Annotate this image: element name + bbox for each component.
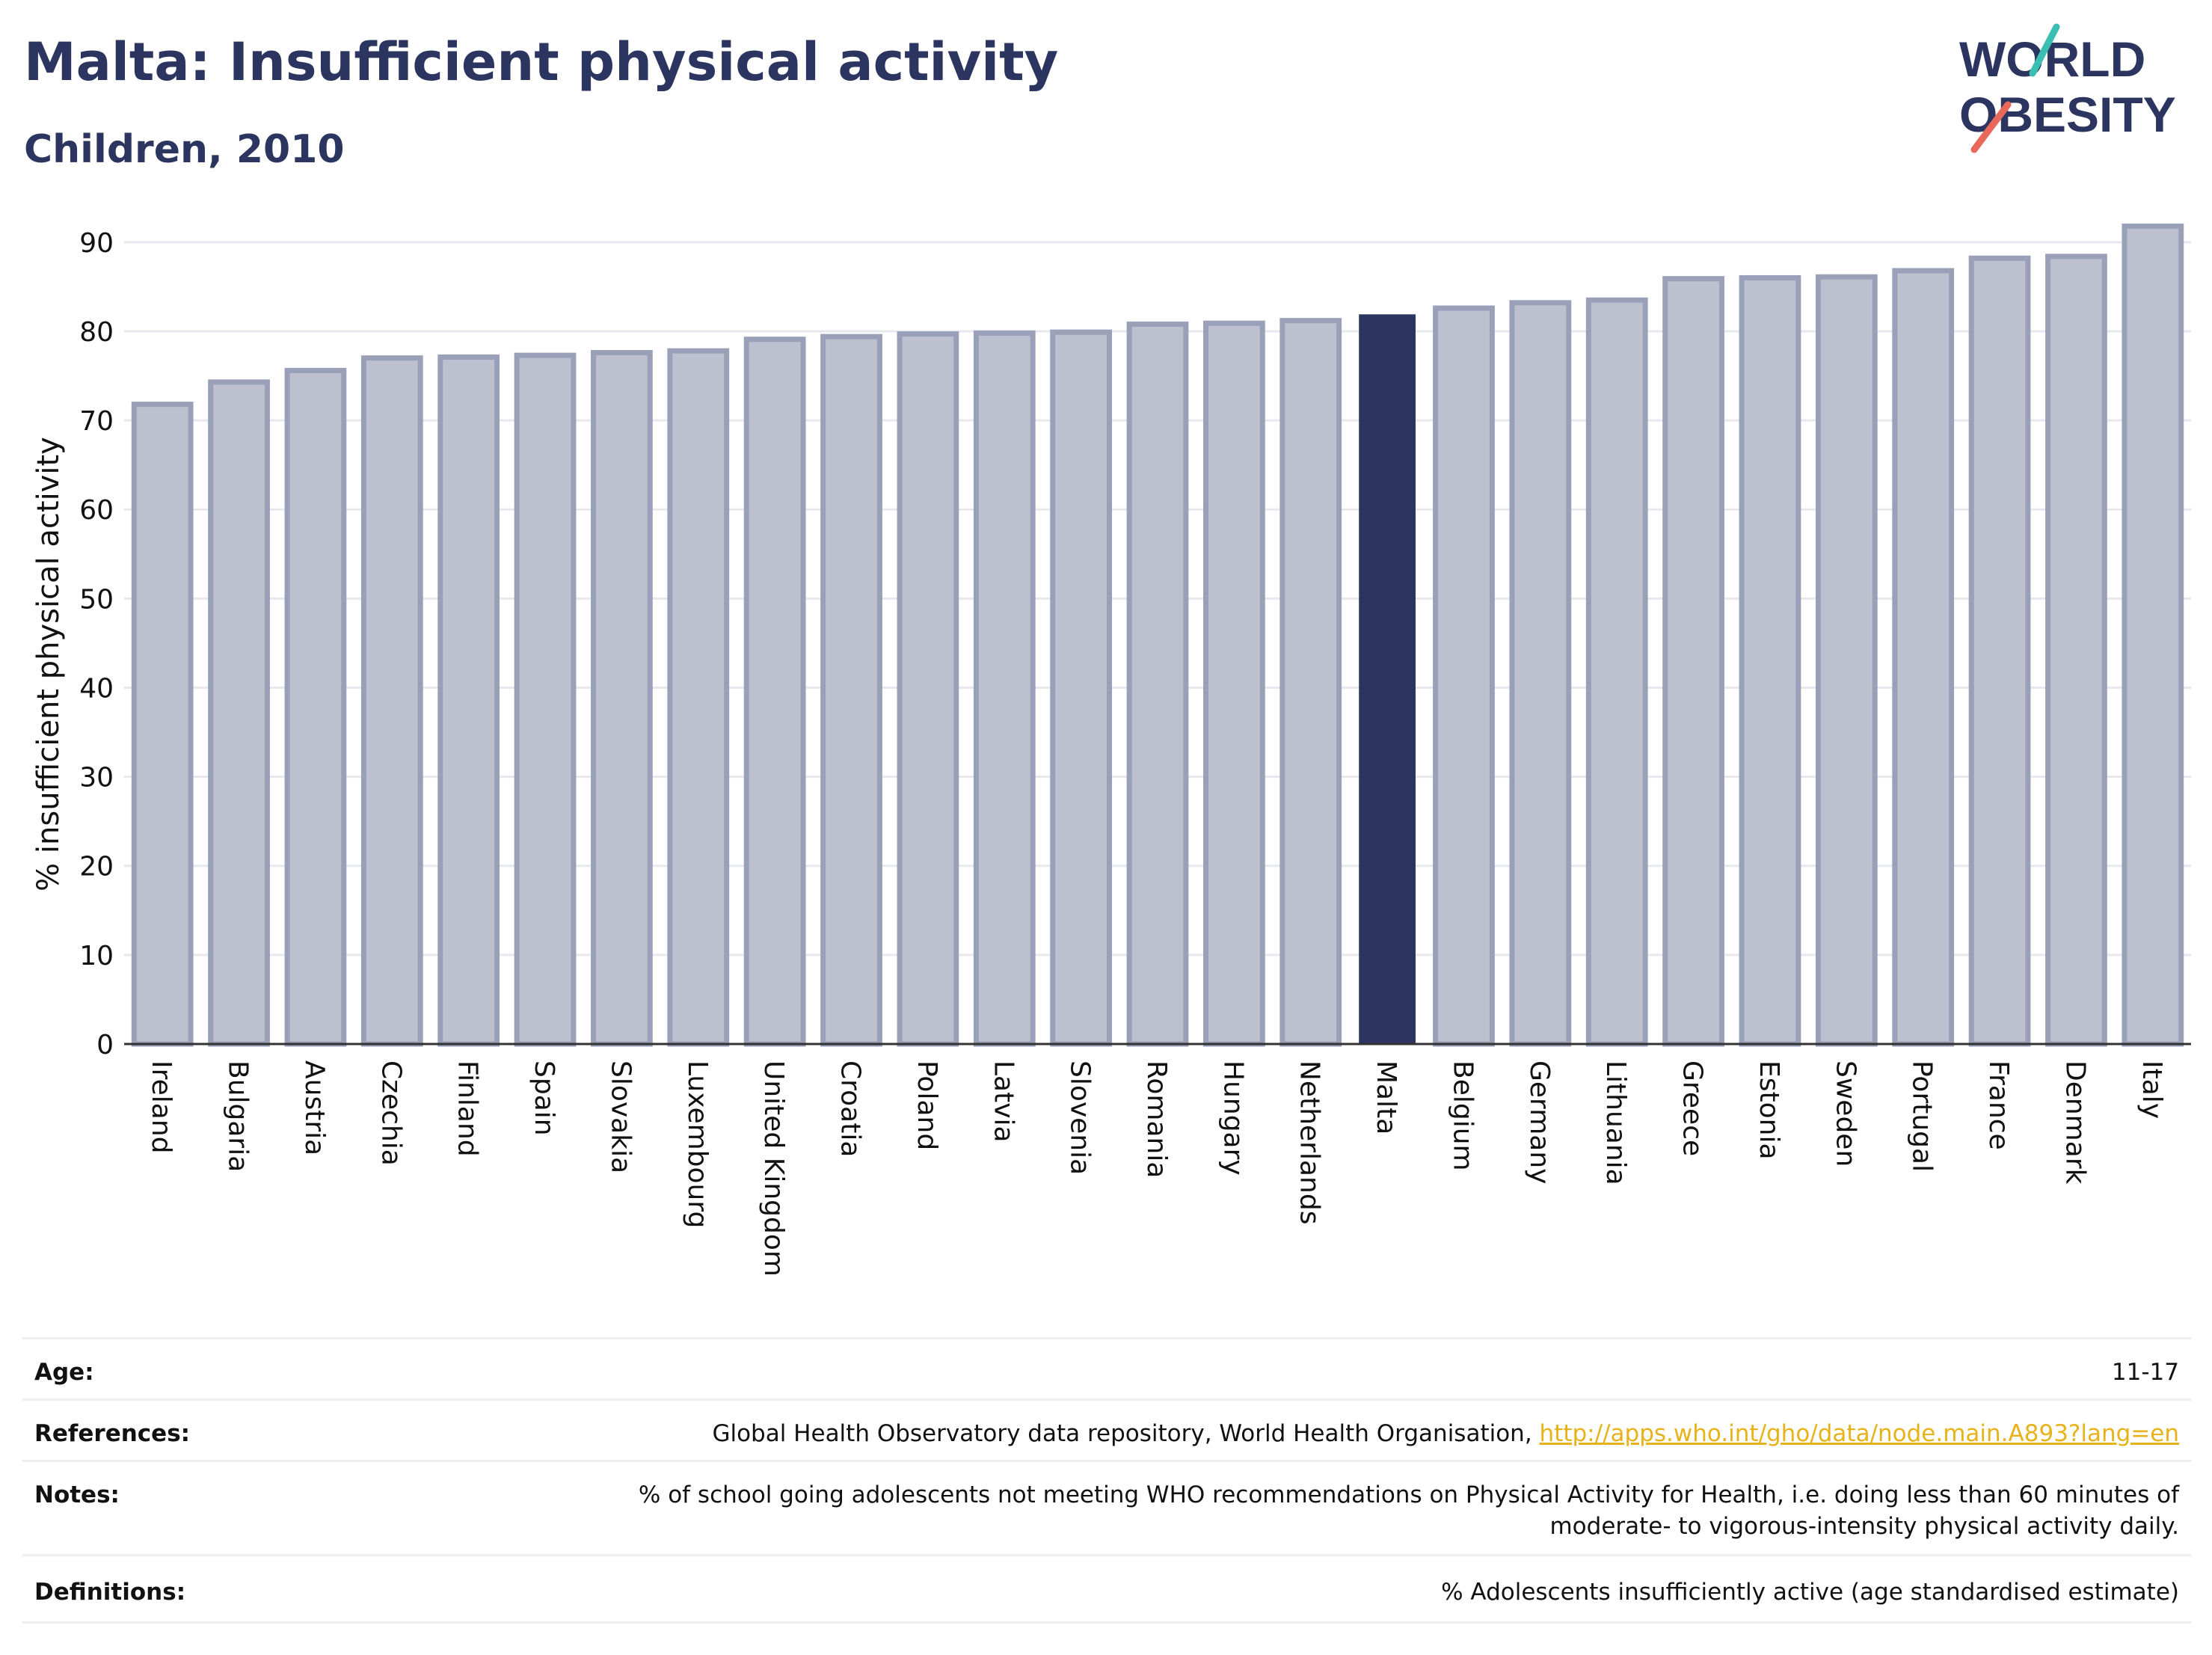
y-axis-ticks: 0 10 20 30 40 50 60 70 80 90: [79, 228, 114, 1060]
x-tick-label: United Kingdom: [758, 1060, 789, 1277]
meta-row-references: References: Global Health Observatory da…: [22, 1398, 2191, 1461]
bar-hungary: [1202, 320, 1265, 1047]
y-tick-label: 60: [79, 495, 114, 526]
bar-austria: [284, 367, 347, 1047]
bar-portugal: [1892, 268, 1955, 1047]
meta-bottom-divider: [22, 1621, 2191, 1624]
x-tick-label: Estonia: [1754, 1060, 1784, 1160]
x-tick-label: Croatia: [835, 1060, 866, 1157]
references-text: Global Health Observatory data repositor…: [712, 1420, 1540, 1447]
x-tick-label: Portugal: [1907, 1060, 1938, 1172]
y-tick-label: 30: [79, 763, 114, 793]
x-tick-label: Czechia: [375, 1060, 406, 1166]
bar-sweden: [1815, 274, 1878, 1047]
x-tick-label: Latvia: [988, 1060, 1019, 1143]
bar-luxembourg: [667, 348, 730, 1047]
x-tick-label: Bulgaria: [223, 1060, 254, 1172]
x-tick-label: Spain: [529, 1060, 559, 1136]
bar-malta: [1359, 314, 1416, 1044]
notes-line2: moderate- to vigorous-intensity physical…: [1549, 1513, 2179, 1540]
bar-belgium: [1433, 305, 1495, 1047]
y-tick-label: 40: [79, 673, 114, 704]
x-tick-label: Austria: [299, 1060, 330, 1155]
x-tick-label: Denmark: [2059, 1060, 2090, 1185]
logo-line2: OBESITY: [1959, 87, 2176, 142]
notes-line1: % of school going adolescents not meetin…: [638, 1481, 2179, 1508]
y-tick-label: 0: [96, 1030, 114, 1060]
x-tick-label: Romania: [1141, 1060, 1172, 1178]
bar-estonia: [1739, 274, 1801, 1047]
bar-chart: 0 10 20 30 40 50 60 70 80 90 Ireland Bulgaria Austr…: [31, 223, 2191, 1277]
x-tick-label: Poland: [912, 1060, 942, 1150]
bar-italy: [2122, 223, 2184, 1047]
bar-finland: [437, 354, 500, 1047]
bar-slovenia: [1050, 329, 1113, 1047]
bar-ireland: [131, 402, 194, 1047]
x-tick-label: Malta: [1371, 1060, 1401, 1134]
world-obesity-logo: WORLD OBESITY: [1959, 23, 2176, 153]
meta-row-age: Age: 11-17: [22, 1337, 2191, 1399]
notes-label: Notes:: [34, 1481, 120, 1508]
logo-slash-red: [1970, 101, 2012, 153]
bar-denmark: [2045, 254, 2107, 1047]
x-tick-label: France: [1983, 1060, 2014, 1150]
definitions-label: Definitions:: [34, 1579, 186, 1606]
age-value: 11-17: [2111, 1359, 2179, 1386]
bar-romania: [1126, 321, 1189, 1047]
bar-lithuania: [1585, 297, 1648, 1047]
references-value: Global Health Observatory data repositor…: [712, 1420, 2179, 1447]
y-tick-label: 20: [79, 852, 114, 882]
x-tick-label: Lithuania: [1600, 1060, 1631, 1185]
logo-slash-teal: [2029, 23, 2060, 77]
chart-subtitle: Children, 2010: [24, 127, 345, 172]
bar-greece: [1662, 276, 1724, 1047]
x-tick-label: Hungary: [1217, 1060, 1248, 1176]
bar-netherlands: [1279, 318, 1342, 1047]
y-tick-label: 50: [79, 584, 114, 615]
x-tick-label: Italy: [2136, 1060, 2167, 1119]
x-tick-label: Finland: [452, 1060, 483, 1157]
x-axis-labels: Ireland Bulgaria Austria Czechia Finland Spai…: [146, 1060, 2167, 1277]
x-tick-label: Germany: [1524, 1060, 1555, 1184]
x-tick-label: Sweden: [1830, 1060, 1861, 1167]
x-tick-label: Luxembourg: [682, 1060, 713, 1228]
y-tick-label: 10: [79, 941, 114, 971]
y-tick-label: 80: [79, 317, 114, 348]
y-tick-label: 70: [79, 406, 114, 437]
x-tick-label: Belgium: [1447, 1060, 1478, 1171]
bar-spain: [514, 352, 577, 1047]
x-tick-label: Slovenia: [1065, 1060, 1096, 1175]
references-label: References:: [34, 1420, 191, 1447]
definitions-value: % Adolescents insufficiently active (age…: [1441, 1579, 2179, 1606]
x-tick-label: Slovakia: [605, 1060, 636, 1173]
bar-latvia: [973, 330, 1036, 1047]
bars: [131, 223, 2184, 1047]
bar-bulgaria: [208, 379, 270, 1047]
bar-france: [1968, 255, 2031, 1047]
bar-croatia: [820, 334, 882, 1047]
bar-united-kingdom: [743, 337, 806, 1047]
x-tick-label: Netherlands: [1294, 1060, 1325, 1224]
bar-germany: [1509, 300, 1572, 1047]
meta-row-notes: Notes: % of school going adolescents not…: [22, 1460, 2191, 1556]
age-label: Age:: [34, 1359, 94, 1386]
bar-czechia: [360, 355, 423, 1047]
y-tick-label: 90: [79, 228, 114, 259]
x-tick-label: Ireland: [146, 1060, 176, 1154]
bar-slovakia: [591, 350, 653, 1047]
meta-row-definitions: Definitions: % Adolescents insufficientl…: [22, 1554, 2191, 1622]
x-tick-label: Greece: [1677, 1060, 1708, 1156]
bar-poland: [897, 331, 959, 1047]
chart-title: Malta: Insufficient physical activity: [24, 31, 1059, 93]
y-axis-label: % insufficient physical activity: [31, 437, 66, 891]
references-link[interactable]: http://apps.who.int/gho/data/node.main.A…: [1539, 1420, 2179, 1447]
